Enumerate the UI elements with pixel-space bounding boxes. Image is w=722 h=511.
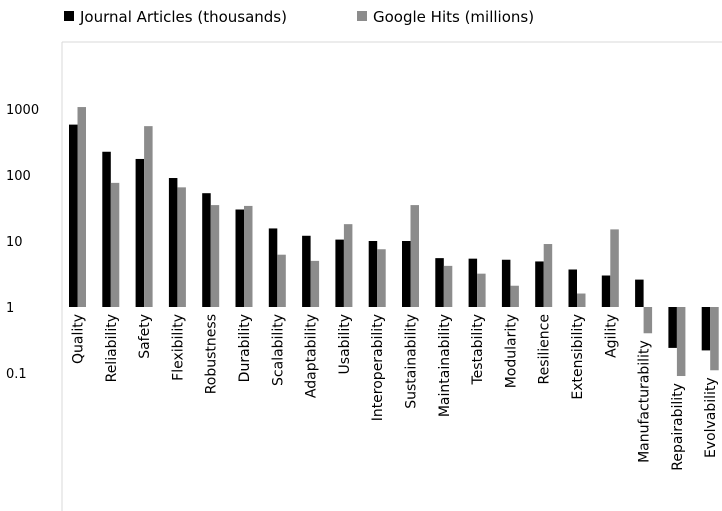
category-label: Reliability	[104, 314, 120, 382]
y-tick-label: 10	[6, 235, 23, 250]
bar-reliability-journal-articles	[102, 151, 111, 307]
bar-usability-google-hits	[343, 224, 353, 307]
bar-durability-google-hits	[244, 205, 253, 307]
y-tick-label: 1	[6, 301, 14, 316]
bar-agility-google-hits	[610, 229, 619, 307]
y-axis-ticks: 1000 100 10 1 0.1	[6, 103, 39, 382]
category-label: Modularity	[503, 314, 519, 388]
bar-safety-journal-articles	[135, 158, 145, 307]
category-label: Agility	[603, 314, 619, 358]
category-label: Usability	[337, 314, 353, 374]
category-label: Durability	[237, 314, 253, 382]
bar-sustainability-journal-articles	[402, 241, 411, 307]
bar-repairability-journal-articles	[668, 307, 677, 348]
category-label: Resilience	[537, 314, 553, 384]
category-label: Repairability	[670, 383, 686, 471]
category-label: Flexibility	[170, 314, 186, 381]
legend: Journal Articles (thousands) Google Hits…	[64, 8, 534, 26]
category-label: Sustainability	[404, 314, 420, 409]
legend-label-google-hits: Google Hits (millions)	[373, 8, 534, 26]
bar-adaptability-google-hits	[310, 260, 320, 307]
bar-robustness-google-hits	[210, 205, 220, 307]
bar-adaptability-journal-articles	[302, 235, 311, 307]
category-label: Manufacturability	[637, 340, 653, 463]
bar-repairability-google-hits	[676, 307, 686, 377]
bar-resilience-google-hits	[543, 244, 553, 307]
bar-quality-google-hits	[77, 107, 86, 307]
bar-quality-journal-articles	[69, 124, 78, 307]
bar-maintainability-google-hits	[443, 265, 453, 307]
bar-modularity-journal-articles	[501, 259, 511, 307]
bar-resilience-journal-articles	[535, 261, 544, 307]
bar-usability-journal-articles	[335, 239, 344, 307]
bar-interoperability-journal-articles	[368, 241, 378, 307]
bar-maintainability-journal-articles	[435, 258, 444, 307]
bars	[69, 107, 719, 377]
bar-testability-journal-articles	[468, 258, 478, 307]
category-labels: Quality Reliability Safety Flexibility Robus…	[71, 314, 720, 471]
bar-scalability-google-hits	[277, 254, 286, 307]
bar-manufacturability-google-hits	[643, 307, 653, 334]
category-label: Scalability	[270, 314, 286, 386]
category-label: Testability	[470, 314, 486, 385]
bar-manufacturability-journal-articles	[635, 279, 644, 307]
y-tick-label: 100	[6, 169, 31, 184]
bar-flexibility-journal-articles	[168, 178, 178, 307]
category-label: Maintainability	[437, 314, 453, 417]
bar-extensibility-journal-articles	[568, 269, 577, 307]
bar-agility-journal-articles	[601, 275, 611, 307]
category-label: Adaptability	[304, 314, 320, 398]
bar-flexibility-google-hits	[177, 187, 186, 307]
bar-safety-google-hits	[144, 126, 153, 307]
bar-interoperability-google-hits	[377, 249, 386, 307]
bar-modularity-google-hits	[510, 285, 519, 307]
y-tick-label: 0.1	[6, 367, 27, 382]
bar-durability-journal-articles	[235, 209, 244, 307]
legend-swatch-journal-articles	[64, 11, 74, 21]
y-tick-label: 1000	[6, 103, 39, 118]
bar-testability-google-hits	[477, 273, 486, 307]
category-label: Evolvability	[703, 377, 719, 458]
category-label: Safety	[137, 314, 153, 359]
legend-label-journal-articles: Journal Articles (thousands)	[79, 8, 287, 26]
category-label: Quality	[71, 314, 87, 364]
category-label: Extensibility	[570, 314, 586, 400]
bar-robustness-journal-articles	[202, 193, 211, 307]
category-label: Interoperability	[370, 314, 386, 421]
bar-extensibility-google-hits	[577, 293, 586, 307]
bar-evolvability-google-hits	[710, 307, 719, 371]
legend-swatch-google-hits	[357, 11, 367, 21]
bar-sustainability-google-hits	[410, 205, 419, 307]
bar-reliability-google-hits	[110, 182, 120, 307]
category-label: Robustness	[204, 314, 220, 394]
bar-scalability-journal-articles	[268, 228, 278, 307]
bar-evolvability-journal-articles	[701, 307, 711, 351]
